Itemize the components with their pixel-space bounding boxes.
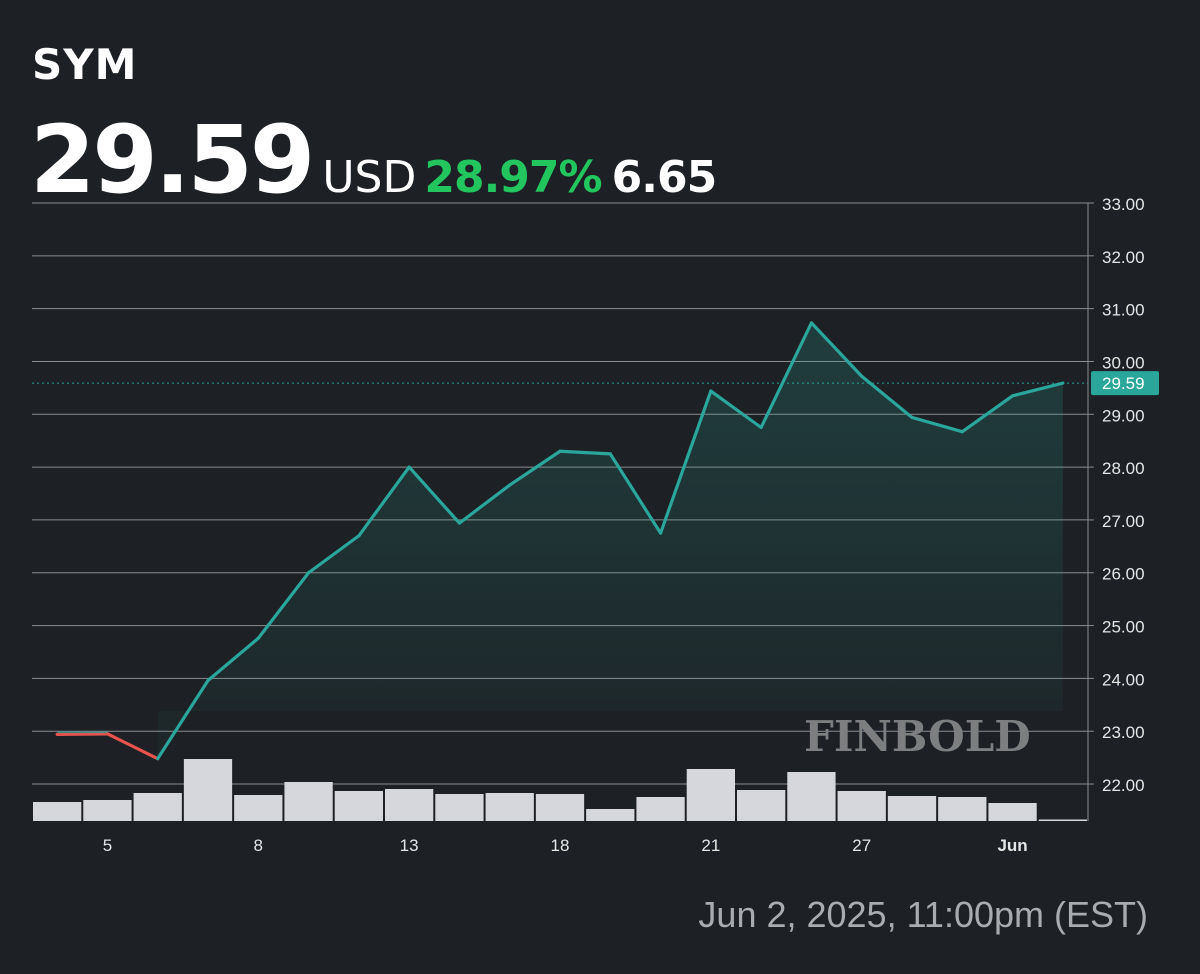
y-tick-label: 32.00	[1102, 248, 1145, 267]
x-tick-label: 13	[400, 836, 419, 855]
volume-bar	[485, 793, 534, 821]
volume-bar	[636, 797, 685, 821]
last-price-marker: 29.59	[32, 371, 1159, 396]
volume-bar	[837, 791, 886, 821]
x-tick-label: 18	[551, 836, 570, 855]
currency-label: USD	[322, 152, 417, 203]
change-value: 6.65	[611, 152, 718, 203]
x-tick-label: 21	[701, 836, 720, 855]
y-tick-label: 23.00	[1102, 723, 1145, 742]
line-segment	[759, 321, 814, 430]
line-segment	[809, 321, 864, 378]
price-area	[157, 322, 1063, 759]
x-tick-label: 5	[103, 836, 112, 855]
x-tick-label: 27	[852, 836, 871, 855]
line-segment	[960, 394, 1015, 434]
last-price-badge	[1091, 371, 1159, 396]
volume-bar	[133, 793, 182, 821]
line-segment	[306, 534, 361, 575]
volume-bar	[284, 782, 333, 821]
line-segment	[910, 415, 964, 434]
area-fill	[157, 322, 1063, 759]
volume-bar	[33, 802, 82, 821]
line-segment	[709, 389, 763, 430]
volume-bar	[435, 794, 484, 821]
ticker-symbol: SYM	[32, 40, 138, 89]
change-percent: 28.97%	[424, 152, 602, 203]
price-line	[55, 321, 1065, 761]
volume-bar	[535, 794, 585, 821]
y-tick-label: 29.00	[1102, 406, 1145, 425]
volume-bar	[988, 803, 1037, 821]
volume-bar	[787, 772, 836, 821]
line-segment	[1010, 381, 1065, 398]
y-axis: 22.00 23.00 24.00 25.00 26.00 27.00 28.00 29.00…	[1087, 195, 1145, 821]
line-segment	[508, 449, 562, 487]
volume-bars	[33, 759, 1087, 821]
line-segment	[357, 465, 411, 538]
volume-bar	[1038, 819, 1087, 821]
volume-bar	[183, 759, 233, 821]
volume-bar	[385, 789, 434, 821]
y-tick-label: 26.00	[1102, 565, 1145, 584]
line-segment	[457, 483, 512, 525]
x-tick-label: Jun	[997, 836, 1027, 855]
line-segment	[407, 465, 462, 525]
timestamp: Jun 2, 2025, 11:00pm (EST)	[698, 894, 1148, 935]
current-price: 29.59	[30, 106, 315, 215]
volume-bar	[234, 795, 283, 821]
y-tick-label: 30.00	[1102, 353, 1145, 372]
y-tick-label: 27.00	[1102, 512, 1145, 531]
x-axis: 5 8 13 18 21 27 Jun	[103, 836, 1028, 855]
y-tick-label: 33.00	[1102, 195, 1145, 214]
volume-bar	[334, 791, 383, 821]
volume-bar	[83, 800, 132, 821]
y-tick-label: 28.00	[1102, 459, 1145, 478]
line-segment	[156, 678, 210, 761]
y-tick-label: 25.00	[1102, 618, 1145, 637]
x-tick-label: 8	[254, 836, 263, 855]
line-segment	[558, 449, 612, 456]
line-segment	[206, 636, 260, 683]
line-segment	[860, 374, 914, 420]
volume-bar	[887, 796, 937, 821]
y-tick-label: 31.00	[1102, 301, 1145, 320]
line-segment	[608, 452, 663, 535]
line-segment	[256, 571, 311, 640]
y-tick-label: 22.00	[1102, 776, 1145, 795]
line-segment	[55, 732, 110, 736]
volume-bar	[686, 769, 735, 821]
line-segment	[105, 732, 160, 761]
last-price-label: 29.59	[1102, 374, 1145, 393]
line-segment	[658, 389, 713, 535]
watermark-logo: FINBOLD	[804, 712, 1031, 761]
volume-bar	[737, 790, 786, 821]
quote-row: 29.59 USD 28.97% 6.65	[30, 106, 718, 215]
volume-bar	[586, 809, 635, 821]
y-tick-label: 24.00	[1102, 670, 1145, 689]
volume-bar	[938, 797, 987, 821]
